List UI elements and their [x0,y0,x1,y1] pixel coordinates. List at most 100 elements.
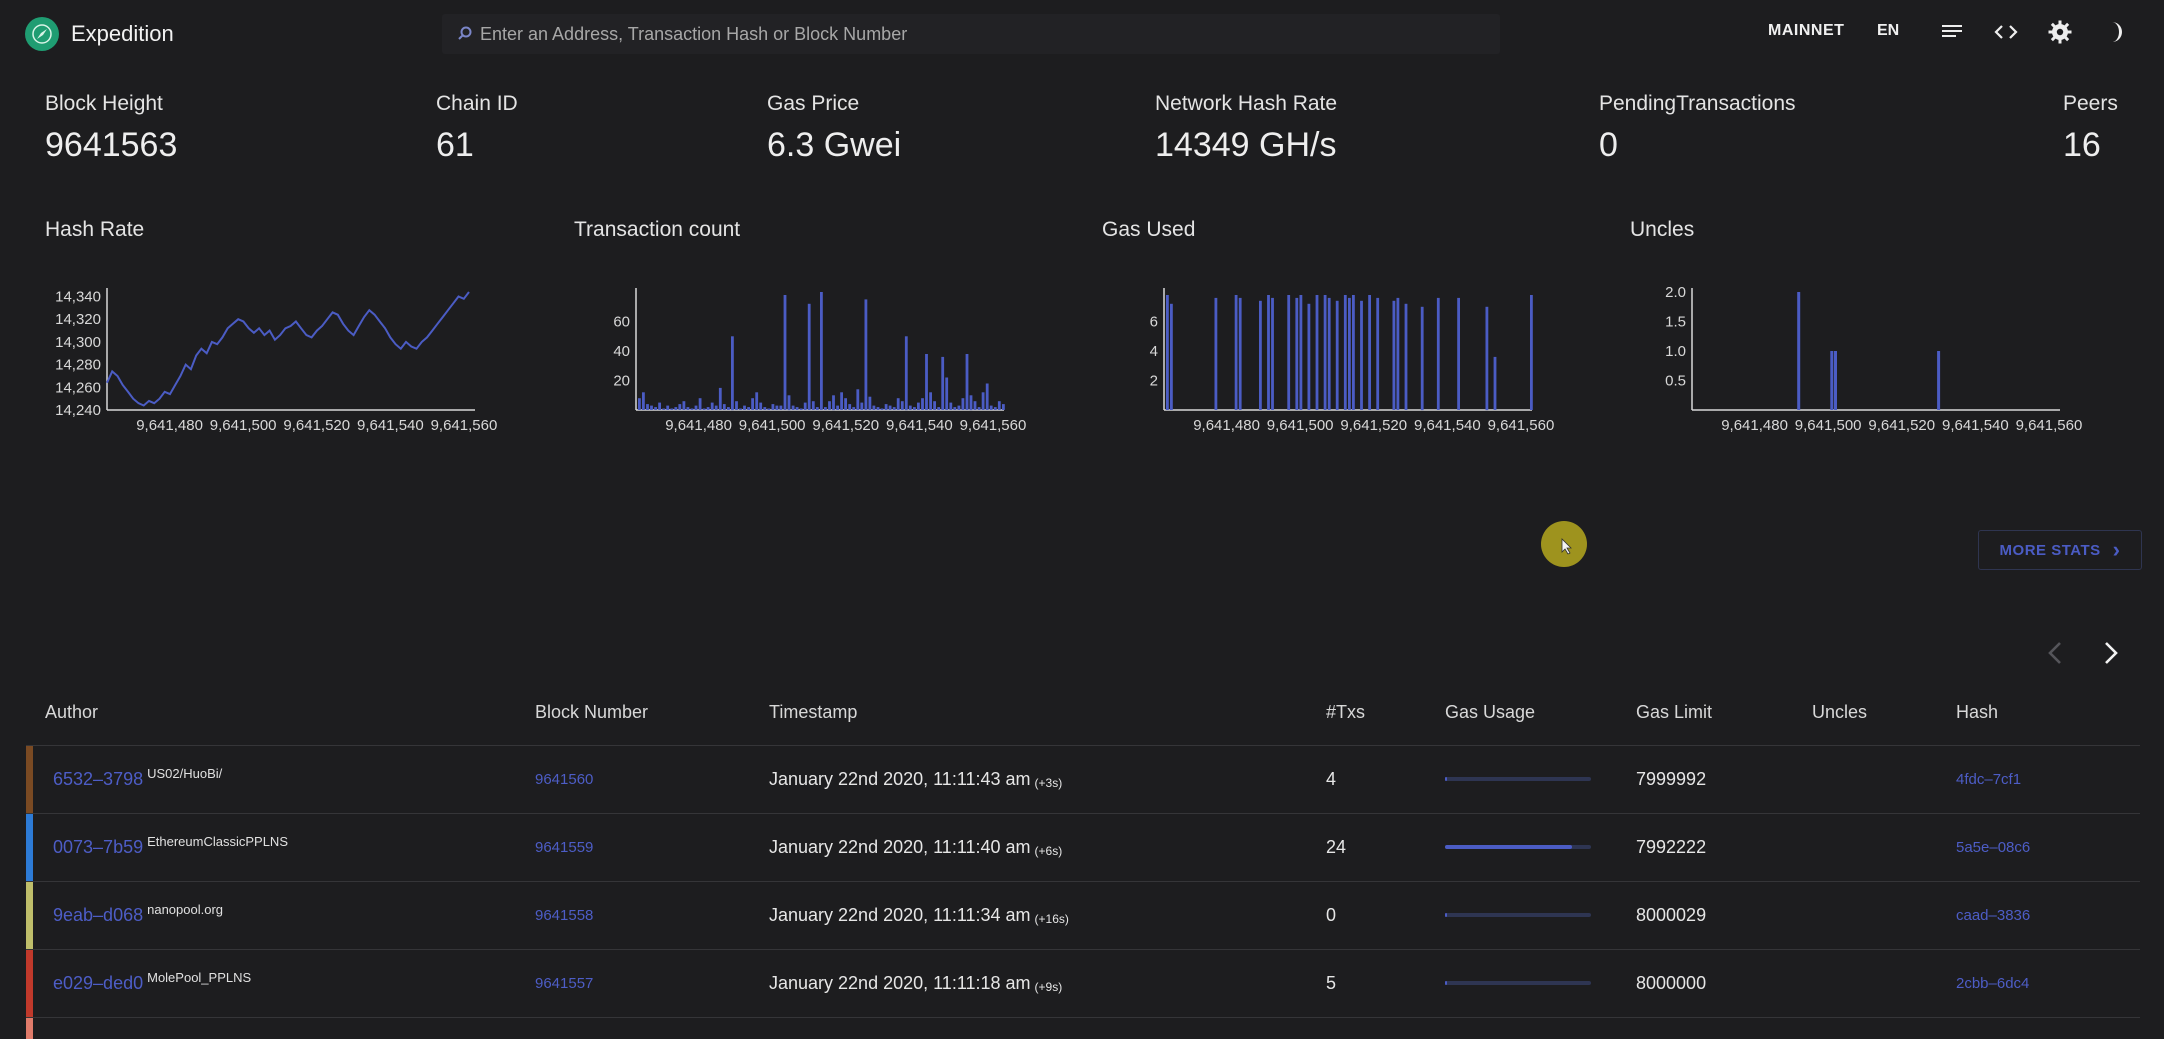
x-tick-label: 9,641,540 [357,417,424,434]
bar-mark [848,404,852,410]
more-stats-button[interactable]: MORE STATS › [1978,530,2142,570]
x-tick-label: 9,641,480 [1721,417,1788,434]
y-tick-label: 1.0 [1665,343,1686,360]
expedition-logo-icon[interactable] [25,17,59,51]
miner-name: nanopool.org [147,902,224,917]
uncles-bar-chart[interactable]: 0.5 1.0 1.5 2.0 9,641,480 9,641,500 9,641,520 9… [1630,278,2090,458]
bar-mark [1485,306,1489,411]
bar-mark [929,392,932,410]
bar-mark [953,407,957,410]
chart-uncles: Uncles 0.5 1.0 1.5 2.0 9,641,480 9,641,500 9,6… [1630,218,2130,468]
bar-mark [957,405,961,410]
header-timestamp: Timestamp [769,702,858,722]
mouse-cursor-highlight [1541,521,1587,567]
timestamp-cell: January 22nd 2020, 11:11:18 am (+9s) [769,950,1062,1017]
x-tick-label: 9,641,480 [665,417,732,434]
settings-gear-icon[interactable] [2046,18,2074,46]
block-number-link[interactable]: 9641558 [535,907,594,924]
bar-mark [722,404,726,410]
bar-mark [1937,351,1941,410]
block-number-cell: 9641559 [535,814,593,881]
bar-mark [933,401,936,410]
bar-mark [820,292,823,410]
txs-cell: 24 [1326,837,1347,857]
dark-mode-moon-icon[interactable] [2100,18,2128,46]
bar-mark [666,405,670,410]
bar-mark [1295,297,1299,410]
stat-value: 14349 GH/s [1155,126,1337,164]
language-selector[interactable]: EN [1877,22,1900,39]
gas-usage-fill [1445,913,1448,917]
block-hash-link[interactable]: 5a5e–08c6 [1956,839,2031,856]
gas-usage-bar [1445,777,1591,781]
bar-mark [698,398,702,410]
bar-mark [1457,297,1460,410]
author-address-link[interactable]: 9eab–d068 [53,905,144,925]
txs-cell: 0 [1326,905,1337,925]
stat-value: 61 [436,126,474,164]
bar-mark [678,404,682,410]
hash-rate-series-line [106,291,470,407]
txs-cell: 4 [1326,769,1337,789]
search-input[interactable] [480,23,1480,45]
stat-block-height: Block Height 9641563 [45,92,177,165]
bar-mark [896,398,900,410]
code-icon[interactable] [1992,18,2020,46]
bar-mark [702,408,706,410]
bar-mark [1352,295,1355,410]
bar-mark [981,392,985,410]
bar-mark [662,408,666,410]
chart-title: Transaction count [574,218,741,241]
previous-page-chevron-left-icon[interactable] [2040,638,2070,668]
author-color-bar [26,746,33,813]
bar-mark [1797,292,1801,410]
gas-usage-fill [1445,981,1448,985]
y-tick-label: 20 [613,373,630,390]
hash-rate-line-chart[interactable]: 14,240 14,260 14,280 14,300 14,320 14,340 9,64… [45,278,505,458]
bar-mark [1170,303,1173,410]
block-number-link[interactable]: 9641557 [535,975,594,992]
network-selector[interactable]: MAINNET [1768,22,1845,39]
docs-notes-icon[interactable] [1938,18,1966,46]
transaction-count-bar-chart[interactable]: 20 40 60 9,641,480 9,641,500 9,641,520 9,641,5… [574,278,1034,458]
search-bar[interactable] [442,14,1500,54]
x-tick-label: 9,641,500 [1795,417,1862,434]
author-address-link[interactable]: 6532–3798 [53,769,144,789]
bar-mark [1335,300,1339,410]
bar-mark [759,402,763,410]
stat-label: Peers [2063,92,2118,115]
bar-mark [727,407,730,410]
block-hash-link[interactable]: caad–3836 [1956,907,2031,924]
author-address-link[interactable]: 0073–7b59 [53,837,144,857]
bar-mark [864,299,868,410]
block-number-link[interactable]: 9641560 [535,771,594,788]
bar-mark [925,354,928,410]
bar-mark [654,407,657,410]
next-page-chevron-right-icon[interactable] [2096,638,2126,668]
bar-mark [1214,297,1218,410]
bar-mark [706,407,710,410]
bar-mark [1267,295,1270,410]
x-tick-label: 9,641,500 [210,417,277,434]
author-address-link[interactable]: e029–ded0 [53,973,144,993]
x-tick-label: 9,641,520 [812,417,879,434]
bar-mark [755,392,759,410]
block-hash-link[interactable]: 4fdc–7cf1 [1956,771,2022,788]
bar-mark [638,398,641,410]
bar-mark [1420,306,1424,411]
bar-mark [743,405,746,410]
bar-mark [868,396,872,410]
app-title[interactable]: Expedition [71,21,174,46]
block-number-link[interactable]: 9641559 [535,839,594,856]
stat-label: Block Height [45,92,163,115]
stat-value: 0 [1599,126,1618,164]
bar-mark [690,408,694,410]
gas-used-bar-chart[interactable]: 2 4 6 9,641,480 9,641,500 9,641,520 9,641,540 9… [1102,278,1562,458]
table-row-partial [26,1017,2140,1039]
block-hash-link[interactable]: 2cbb–6dc4 [1956,975,2030,992]
bar-mark [767,408,771,410]
time-delta: (+9s) [1034,979,1063,994]
bar-mark [860,402,864,410]
bar-mark [1327,297,1331,410]
y-tick-label: 2.0 [1665,284,1686,301]
